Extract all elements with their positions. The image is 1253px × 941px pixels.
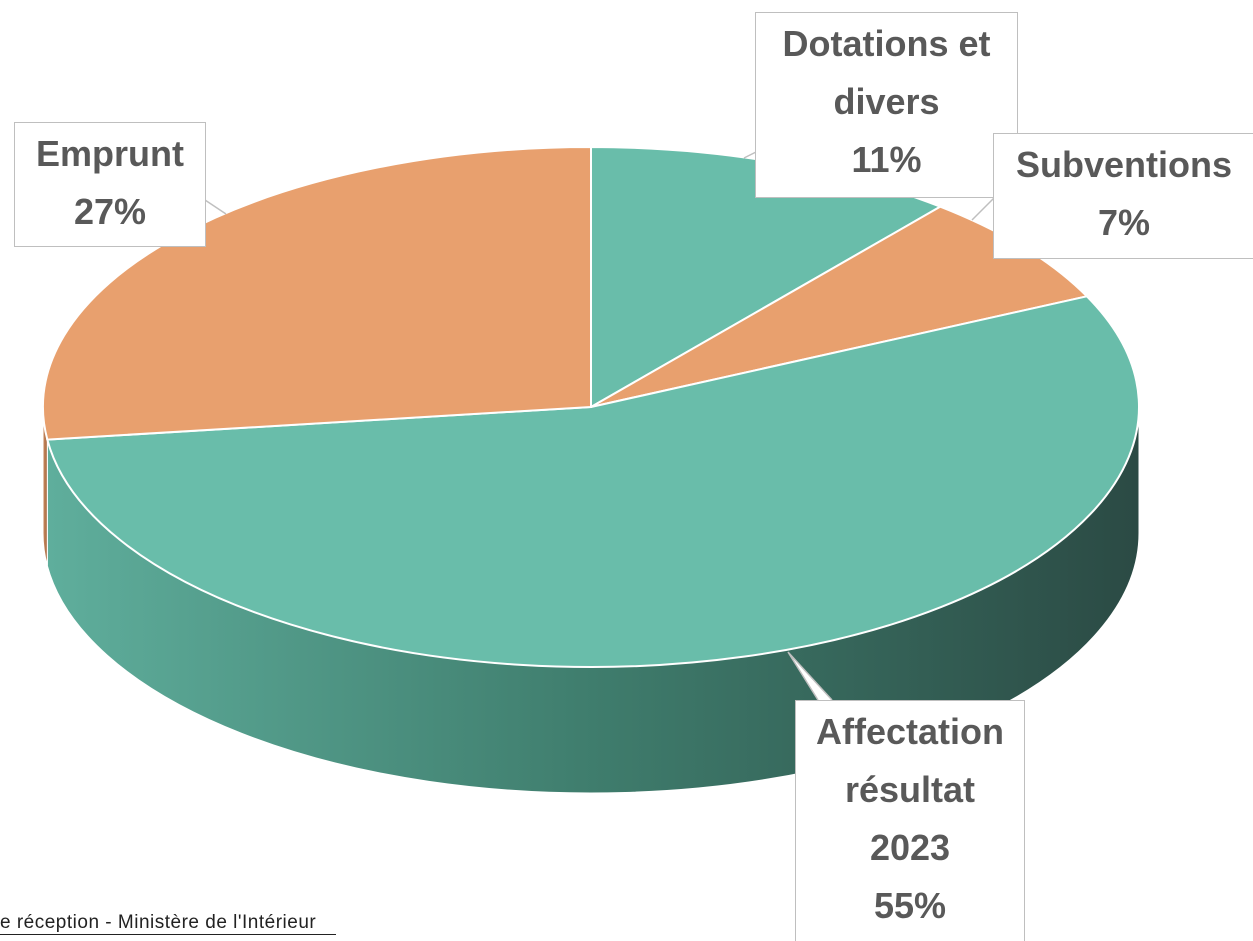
leader-line	[743, 151, 757, 159]
category-label: Subventions	[1015, 144, 1233, 185]
value-label: 11%	[851, 139, 922, 180]
value-label: 27%	[73, 191, 147, 232]
leader-line	[204, 199, 227, 215]
pie-slice	[46, 295, 1140, 668]
footer-text: e réception - Ministère de l'Intérieur	[0, 912, 337, 935]
leader-line	[971, 197, 995, 221]
leader-line	[787, 651, 833, 701]
category-label: Dotations et divers	[782, 23, 991, 122]
data-label: Affectation résultat 2023 55%	[795, 700, 1025, 941]
value-label: 7%	[1097, 202, 1151, 243]
category-label: Affectation résultat 2023	[816, 711, 1004, 868]
value-label: 55%	[873, 885, 947, 926]
data-label: Dotations et divers 11%	[755, 12, 1018, 198]
data-label: Subventions 7%	[993, 133, 1253, 259]
category-label: Emprunt	[36, 133, 184, 174]
data-label: Emprunt 27%	[14, 122, 206, 247]
